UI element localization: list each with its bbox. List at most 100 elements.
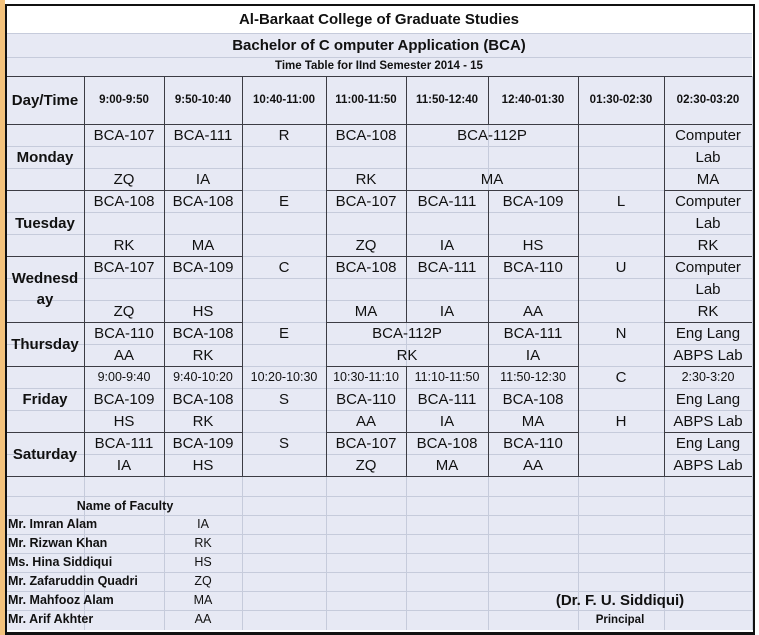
grid-line bbox=[6, 76, 752, 77]
day-label: Monday bbox=[16, 148, 74, 166]
course-code: BCA-111 bbox=[173, 126, 233, 144]
grid-line bbox=[6, 256, 242, 257]
grid-line bbox=[84, 124, 85, 190]
time-header: 9:00-9:50 bbox=[99, 93, 149, 106]
grid-line bbox=[6, 515, 752, 516]
grid-line bbox=[164, 124, 165, 190]
grid-line bbox=[6, 432, 242, 433]
teacher-code: MA bbox=[480, 170, 504, 188]
semester-label: Time Table for IInd Semester 2014 - 15 bbox=[275, 60, 483, 72]
grid-line bbox=[664, 322, 752, 323]
course-code: BCA-107 bbox=[335, 192, 397, 210]
grid-line bbox=[406, 366, 407, 476]
grid-line bbox=[488, 322, 489, 366]
grid-line bbox=[84, 366, 85, 476]
teacher-code: RK bbox=[396, 346, 418, 364]
grid-line bbox=[664, 190, 752, 191]
course-code: BCA-110 bbox=[503, 434, 563, 452]
teacher-code: IA bbox=[439, 412, 455, 430]
slot-time: 9:00-9:40 bbox=[97, 369, 151, 384]
course-code: BCA-108 bbox=[93, 192, 155, 210]
grid-line bbox=[326, 256, 578, 257]
row-header-strip bbox=[0, 0, 5, 635]
course-code: BCA-110 bbox=[94, 324, 154, 342]
course-code: BCA-109 bbox=[502, 192, 564, 210]
grid-line bbox=[84, 76, 85, 124]
grid-line bbox=[6, 234, 752, 235]
course-code: BCA-107 bbox=[335, 434, 397, 452]
lab-label: Computer bbox=[675, 126, 741, 144]
slot-time: 2:30-3:20 bbox=[681, 369, 735, 384]
day-label: Saturday bbox=[12, 445, 78, 463]
grid-line bbox=[326, 124, 327, 190]
grid-line bbox=[578, 76, 579, 124]
teacher-code: MA bbox=[354, 302, 378, 320]
grid-line bbox=[6, 322, 242, 323]
course-code: BCA-111 bbox=[94, 434, 154, 452]
teacher-code: ZQ bbox=[355, 456, 377, 474]
lab-label: RK bbox=[697, 302, 719, 320]
teacher-code: HS bbox=[113, 412, 135, 430]
day-label: Wednesday bbox=[11, 270, 79, 308]
grid-line bbox=[406, 124, 407, 190]
teacher-code: IA bbox=[116, 456, 132, 474]
grid-line bbox=[6, 610, 752, 611]
teacher-code: IA bbox=[195, 170, 211, 188]
grid-line bbox=[326, 190, 578, 191]
course-code: BCA-111 bbox=[417, 192, 477, 210]
recess-letter: S bbox=[278, 434, 289, 452]
course-code: BCA-111 bbox=[417, 258, 477, 276]
grid-line bbox=[664, 366, 665, 476]
slot-time: 9:40-10:20 bbox=[173, 369, 233, 384]
course-code: BCA-108 bbox=[172, 324, 234, 342]
teacher-code: ZQ bbox=[355, 236, 377, 254]
recess-letter: E bbox=[278, 324, 289, 342]
faculty-code: IA bbox=[197, 517, 209, 531]
grid-line bbox=[578, 190, 579, 322]
teacher-code: HS bbox=[192, 302, 214, 320]
grid-line bbox=[488, 366, 489, 476]
grid-line bbox=[326, 366, 327, 476]
grid-line bbox=[6, 300, 752, 301]
grid-line bbox=[6, 278, 752, 279]
grid-line bbox=[664, 366, 752, 367]
course-code: BCA-107 bbox=[93, 258, 155, 276]
faculty-code: AA bbox=[194, 612, 212, 626]
grid-line bbox=[664, 256, 752, 257]
grid-line bbox=[6, 124, 752, 125]
day-time-header: Day/Time bbox=[11, 91, 79, 109]
teacher-code: HS bbox=[522, 236, 544, 254]
lab-label: Lab bbox=[695, 214, 721, 232]
course-code: BCA-112P bbox=[372, 324, 442, 342]
course-code: BCA-109 bbox=[172, 258, 234, 276]
teacher-code: AA bbox=[355, 412, 376, 430]
grid-line bbox=[6, 534, 752, 535]
faculty-name: Mr. Arif Akhter bbox=[8, 612, 94, 626]
lab-label: ABPS Lab bbox=[673, 412, 743, 430]
teacher-code: ZQ bbox=[113, 302, 135, 320]
grid-line bbox=[6, 33, 752, 34]
grid-line bbox=[326, 366, 578, 367]
faculty-name: Mr. Rizwan Khan bbox=[8, 536, 108, 550]
page-title: Al-Barkaat College of Graduate Studies bbox=[238, 10, 520, 28]
grid-line bbox=[6, 410, 752, 411]
lunch-letter: L bbox=[616, 192, 626, 210]
faculty-name: Ms. Hina Siddiqui bbox=[8, 555, 113, 569]
timetable-sheet bbox=[6, 5, 752, 630]
day-label: Tuesday bbox=[15, 214, 75, 232]
time-header: 11:00-11:50 bbox=[335, 93, 397, 106]
grid-line bbox=[578, 124, 579, 190]
time-header: 10:40-11:00 bbox=[252, 93, 316, 106]
teacher-code: MA bbox=[191, 236, 215, 254]
grid-line bbox=[6, 344, 752, 345]
faculty-code: MA bbox=[193, 593, 213, 607]
faculty-name: Mr. Mahfooz Alam bbox=[8, 593, 114, 607]
grid-line bbox=[752, 76, 753, 630]
course-code: BCA-107 bbox=[93, 126, 155, 144]
course-code: BCA-108 bbox=[335, 126, 397, 144]
faculty-heading: Name of Faculty bbox=[76, 499, 174, 513]
recess-letter: E bbox=[278, 192, 289, 210]
time-header: 11:50-12:40 bbox=[415, 93, 479, 106]
slot-time: 10:30-11:10 bbox=[333, 369, 399, 384]
slot-time: 11:10-11:50 bbox=[414, 369, 480, 384]
